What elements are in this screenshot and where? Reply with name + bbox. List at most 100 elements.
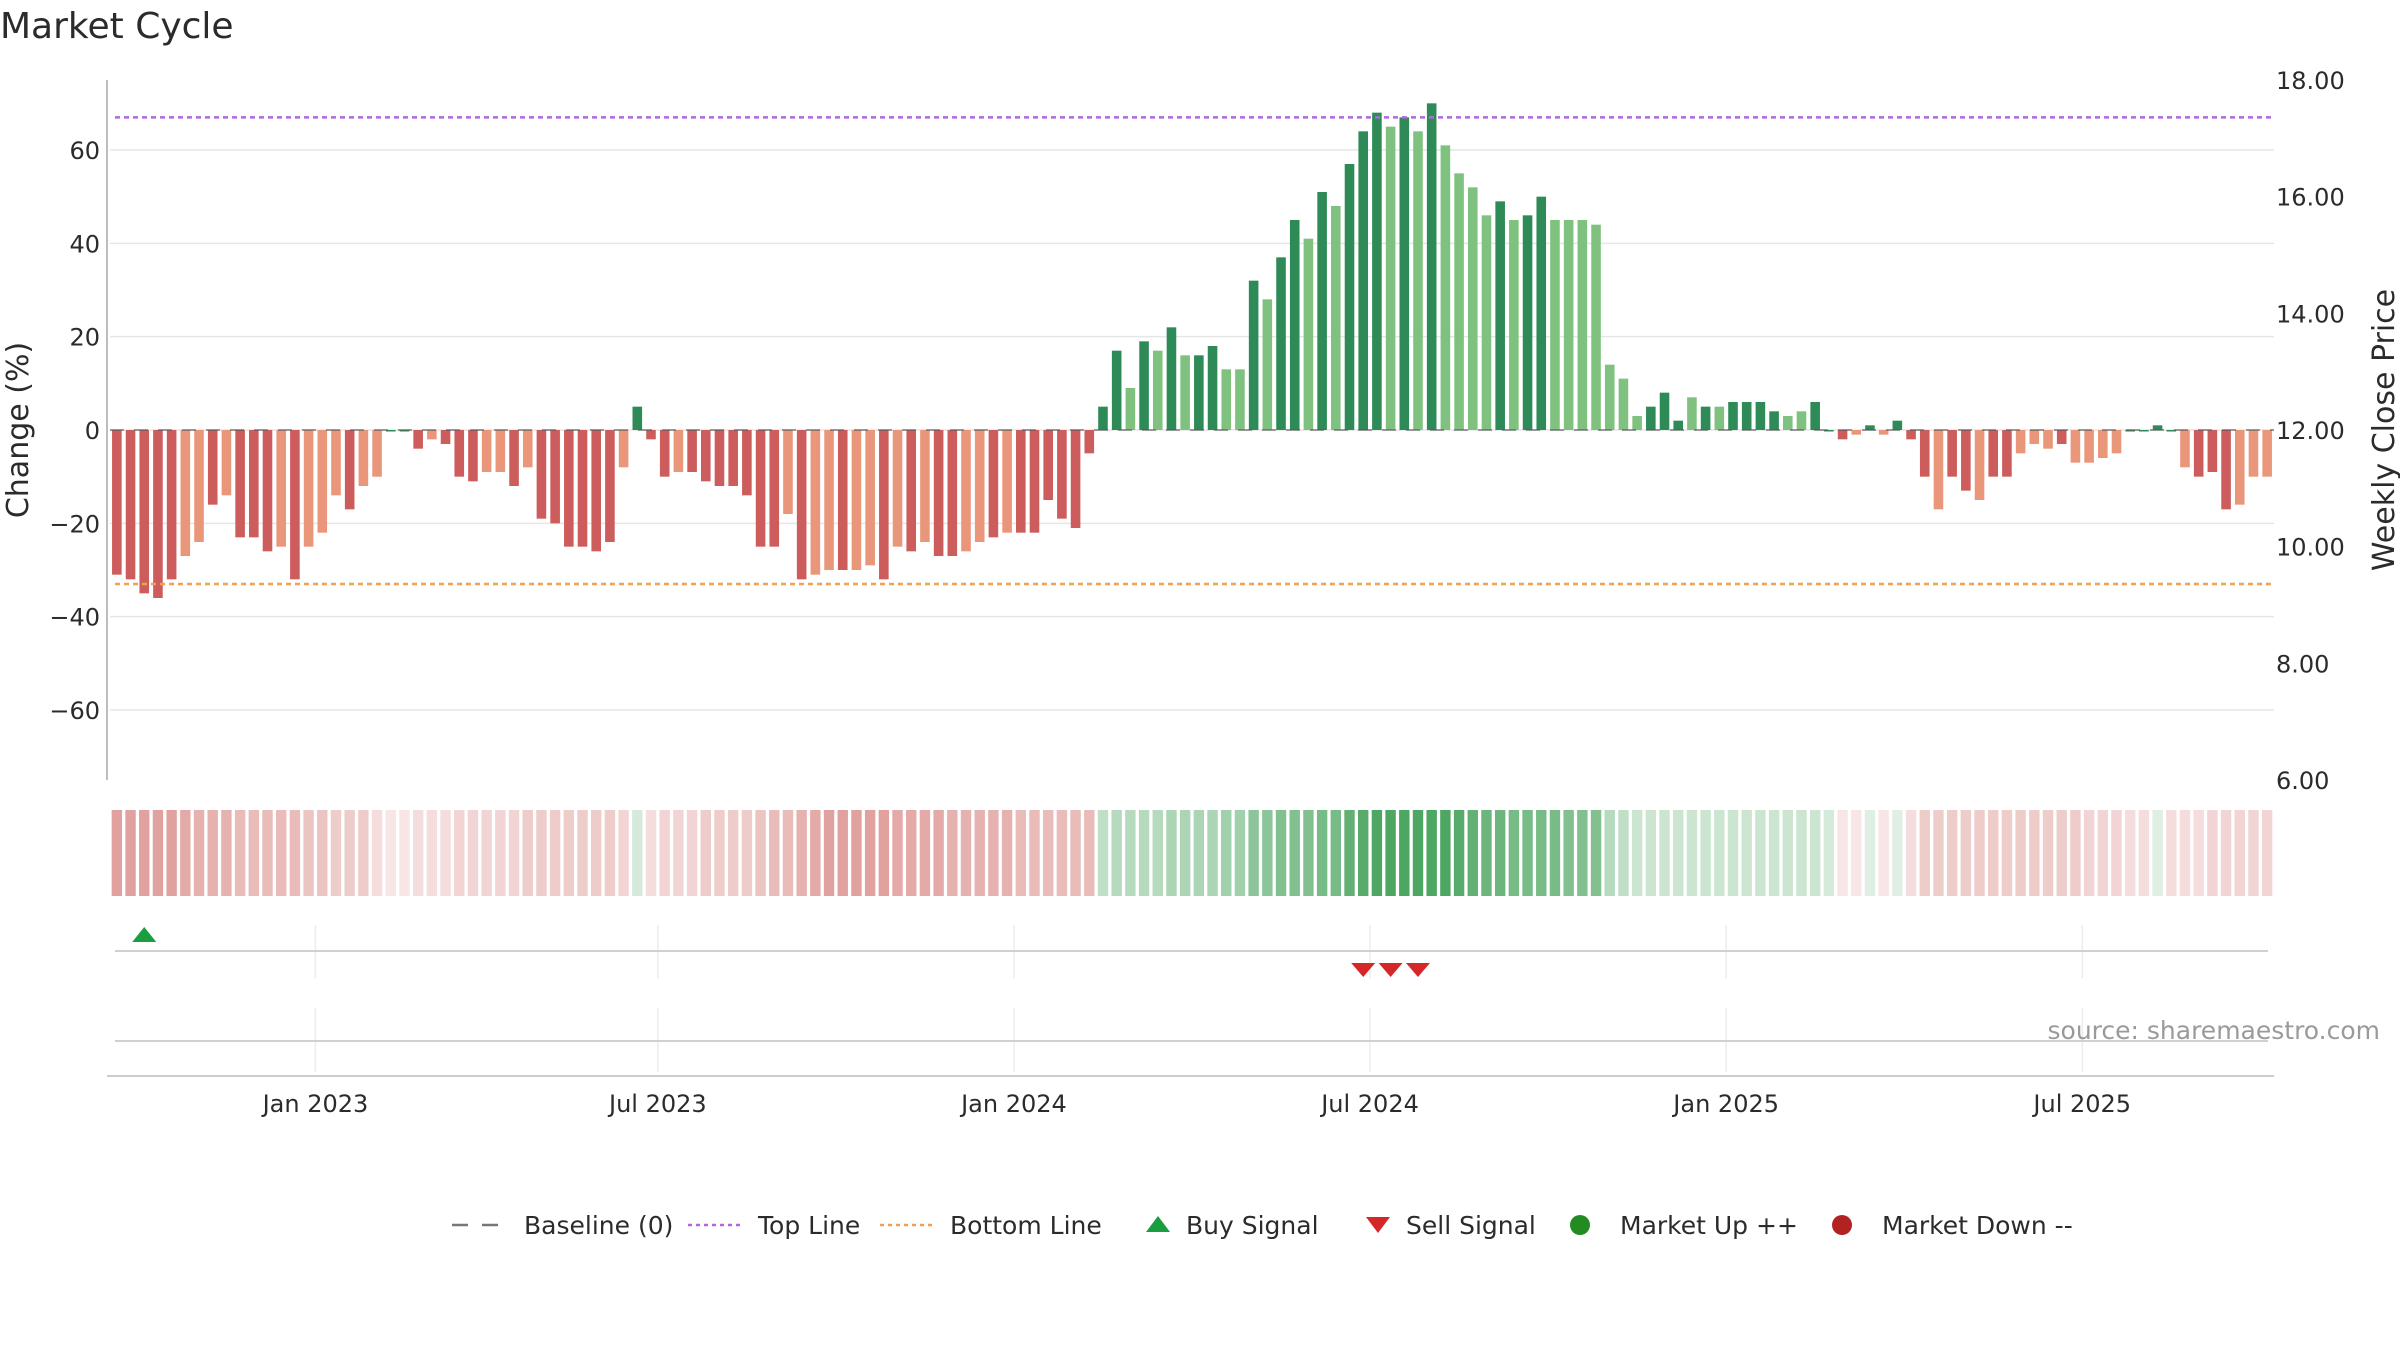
buy-signal-marker: [132, 927, 157, 942]
bar: [1399, 117, 1410, 430]
bar: [646, 430, 656, 440]
heat-cell: [1357, 810, 1369, 896]
bar: [1755, 402, 1766, 430]
legend-label: Market Up ++: [1620, 1211, 1798, 1240]
bar: [947, 430, 958, 556]
left-tick-label: 40: [69, 230, 100, 258]
bar: [1084, 430, 1095, 454]
bar: [249, 430, 259, 538]
left-tick-labels: 60 40 20 0 −20 −40 −60: [49, 137, 100, 725]
heat-cell: [2083, 810, 2095, 896]
right-tick-label: 12.00: [2276, 417, 2345, 445]
bar: [358, 430, 369, 486]
bar: [1782, 416, 1793, 430]
bar: [618, 430, 629, 468]
heat-cell: [399, 810, 410, 896]
heat-cell: [988, 810, 999, 896]
heat-cell: [125, 810, 136, 896]
bar: [2029, 430, 2040, 444]
bar: [1509, 220, 1519, 430]
heat-cell: [1001, 810, 1013, 896]
heat-cell: [1631, 810, 1643, 896]
heat-cell: [2070, 810, 2081, 896]
heat-cell: [714, 810, 725, 896]
bar: [1632, 416, 1642, 430]
bar: [933, 430, 944, 556]
bar: [1152, 350, 1163, 430]
bar: [1659, 392, 1670, 430]
bar: [1481, 215, 1492, 430]
heat-cell: [2124, 810, 2136, 896]
bar: [2207, 430, 2218, 472]
heat-cell: [275, 810, 287, 896]
bar: [2084, 430, 2094, 463]
bar: [673, 430, 684, 472]
bar: [1166, 327, 1177, 430]
bar: [742, 430, 752, 496]
bar: [1358, 131, 1368, 431]
bar: [2262, 430, 2272, 477]
heat-cell: [2234, 810, 2245, 896]
bar: [1235, 369, 1245, 430]
bar: [1344, 164, 1355, 430]
heat-cell: [1015, 810, 1027, 896]
right-tick-label: 6.00: [2276, 767, 2329, 795]
heat-cell: [2207, 810, 2218, 896]
bars: [112, 103, 2272, 598]
bar: [1646, 406, 1656, 430]
bar: [879, 430, 889, 580]
bar: [1563, 220, 1574, 430]
heat-cell: [1440, 810, 1451, 896]
sell-signal-marker: [1378, 963, 1403, 977]
bar: [1933, 430, 1944, 510]
bar: [1947, 430, 1957, 477]
bar: [481, 430, 492, 472]
heat-cell: [1590, 810, 1602, 896]
heat-cell: [358, 810, 369, 896]
heat-cell: [426, 810, 438, 896]
x-tick-label: Jan 2025: [1671, 1090, 1779, 1118]
heat-cell: [495, 810, 506, 896]
right-tick-label: 10.00: [2276, 534, 2345, 562]
heat-cell: [522, 810, 533, 896]
heat-cell: [317, 810, 328, 896]
bar: [1385, 126, 1396, 431]
bar: [1194, 355, 1204, 430]
heat-cell: [508, 810, 520, 896]
bar: [372, 430, 382, 477]
bar: [139, 430, 150, 594]
heat-cell: [180, 810, 191, 896]
heat-cell: [577, 810, 588, 896]
heat-cell: [618, 810, 629, 896]
heat-cell: [1138, 810, 1150, 896]
bar: [331, 430, 341, 496]
bar: [2221, 430, 2231, 510]
bar: [1289, 220, 1300, 430]
bar: [906, 430, 917, 552]
heat-cell: [1809, 810, 1821, 896]
left-tick-label: −40: [49, 604, 100, 632]
heat-cell: [960, 810, 972, 896]
heat-cell: [1549, 810, 1561, 896]
heat-cell: [645, 810, 657, 896]
heat-cell: [1152, 810, 1163, 896]
bar: [235, 430, 245, 538]
heat-cell: [1960, 810, 1972, 896]
heat-cell: [1344, 810, 1355, 896]
left-tick-label: 0: [85, 417, 100, 445]
right-tick-label: 8.00: [2276, 650, 2329, 678]
heat-cell: [851, 810, 862, 896]
heat-cell: [1179, 810, 1191, 896]
bar: [1002, 430, 1012, 533]
heat-cell: [1399, 810, 1410, 896]
heat-cell: [152, 810, 164, 896]
bar: [194, 430, 204, 542]
bar: [427, 430, 437, 440]
bar: [2015, 430, 2026, 454]
market-panel: [107, 1008, 2274, 1077]
heat-cell: [1727, 810, 1739, 896]
heat-cell: [1741, 810, 1752, 896]
heat-cell: [1234, 810, 1246, 896]
bar: [1276, 257, 1286, 430]
legend-label: Bottom Line: [950, 1211, 1102, 1240]
